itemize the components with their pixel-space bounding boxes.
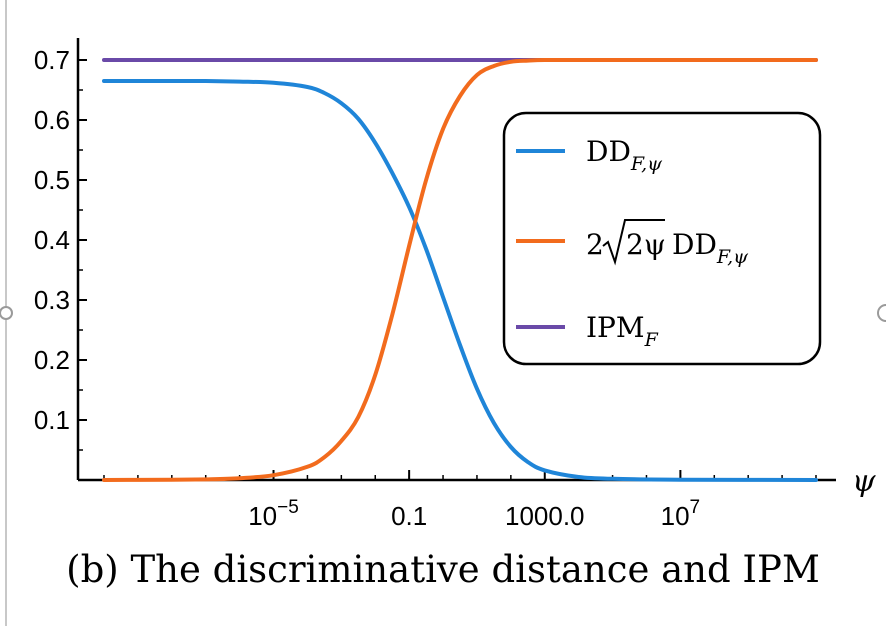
- legend-label-dd: DDF,ψ: [586, 135, 663, 175]
- y-tick-label: 0.6: [34, 105, 70, 135]
- x-tick-label: 107: [661, 497, 701, 531]
- plot-area: 0.1 0.2 0.3 0.4 0.5 0.6 0.7 10−5 0.1 1000.0 107 ψ: [34, 38, 876, 531]
- y-tick-label: 0.5: [34, 165, 70, 195]
- figure-caption: (b) The discriminative distance and IPM: [66, 548, 820, 591]
- legend-box: [502, 111, 822, 366]
- sqrt-sign: [602, 219, 665, 266]
- resize-handle-left[interactable]: [0, 306, 13, 320]
- x-axis-label: ψ: [852, 464, 876, 499]
- x-tick-label: 1000.0: [505, 501, 585, 531]
- legend-label-scaled-dd-radicand: 2ψ: [626, 228, 666, 261]
- y-tick-label: 0.2: [34, 345, 70, 375]
- legend-label-ipm: IPMF: [586, 311, 659, 351]
- y-tick-label: 0.4: [34, 225, 70, 255]
- y-tick-label: 0.1: [34, 405, 70, 435]
- series-scaled-dd-line: [102, 57, 818, 482]
- resize-handle-right[interactable]: [877, 304, 886, 322]
- y-tick-label: 0.3: [34, 285, 70, 315]
- series-dd-line: [102, 78, 818, 482]
- legend-label-scaled-dd: 2: [586, 228, 604, 261]
- x-tick-label: 0.1: [391, 501, 427, 531]
- y-tick-label: 0.7: [34, 45, 70, 75]
- legend-label-scaled-dd-main: DDF,ψ: [672, 228, 749, 268]
- x-tick-label: 10−5: [248, 497, 299, 531]
- legend: DDF,ψ 2 2ψ DDF,ψ IPMF: [502, 111, 822, 366]
